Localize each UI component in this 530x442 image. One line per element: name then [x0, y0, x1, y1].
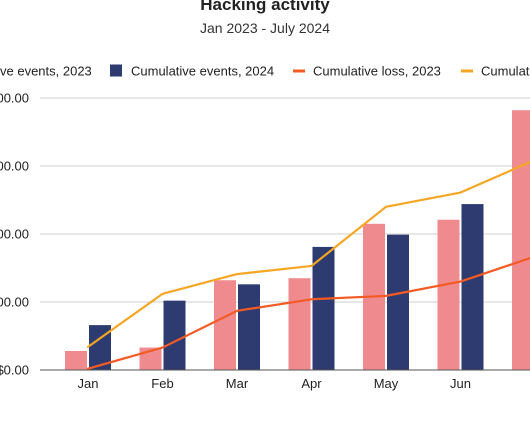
y-tick-label: 200.00: [0, 227, 29, 242]
legend-label: Cumulative loss, 2023: [313, 64, 441, 79]
bar: [387, 234, 409, 370]
y-tick-label: 400.00: [0, 91, 29, 106]
legend-label: ve events, 2023: [0, 64, 92, 79]
chart-subtitle: Jan 2023 - July 2024: [200, 20, 330, 36]
series-line: [86, 160, 530, 348]
legend-label: Cumulative events, 2024: [131, 64, 274, 79]
bar: [312, 246, 335, 370]
legend-label: Cumulat: [481, 64, 530, 79]
x-tick-label: Apr: [301, 376, 322, 391]
y-tick-label: 300.00: [0, 159, 29, 174]
series-line: [86, 256, 530, 370]
bar: [89, 325, 111, 370]
y-tick-label: $0.00: [0, 363, 29, 378]
bar: [238, 284, 260, 370]
x-tick-label: May: [374, 376, 399, 391]
bar: [512, 110, 530, 371]
x-tick-label: Mar: [226, 376, 249, 391]
bar: [65, 350, 87, 370]
x-tick-label: Feb: [151, 376, 173, 391]
x-tick-label: Jan: [78, 376, 99, 391]
y-tick-label: 100.00: [0, 295, 29, 310]
bar: [214, 280, 236, 370]
legend-swatch: [110, 64, 122, 77]
bar: [437, 219, 460, 370]
bar: [288, 278, 311, 370]
x-tick-label: Jun: [450, 376, 471, 391]
bar: [461, 204, 484, 370]
chart-title: Hacking activity: [200, 0, 330, 14]
bar: [163, 300, 186, 370]
